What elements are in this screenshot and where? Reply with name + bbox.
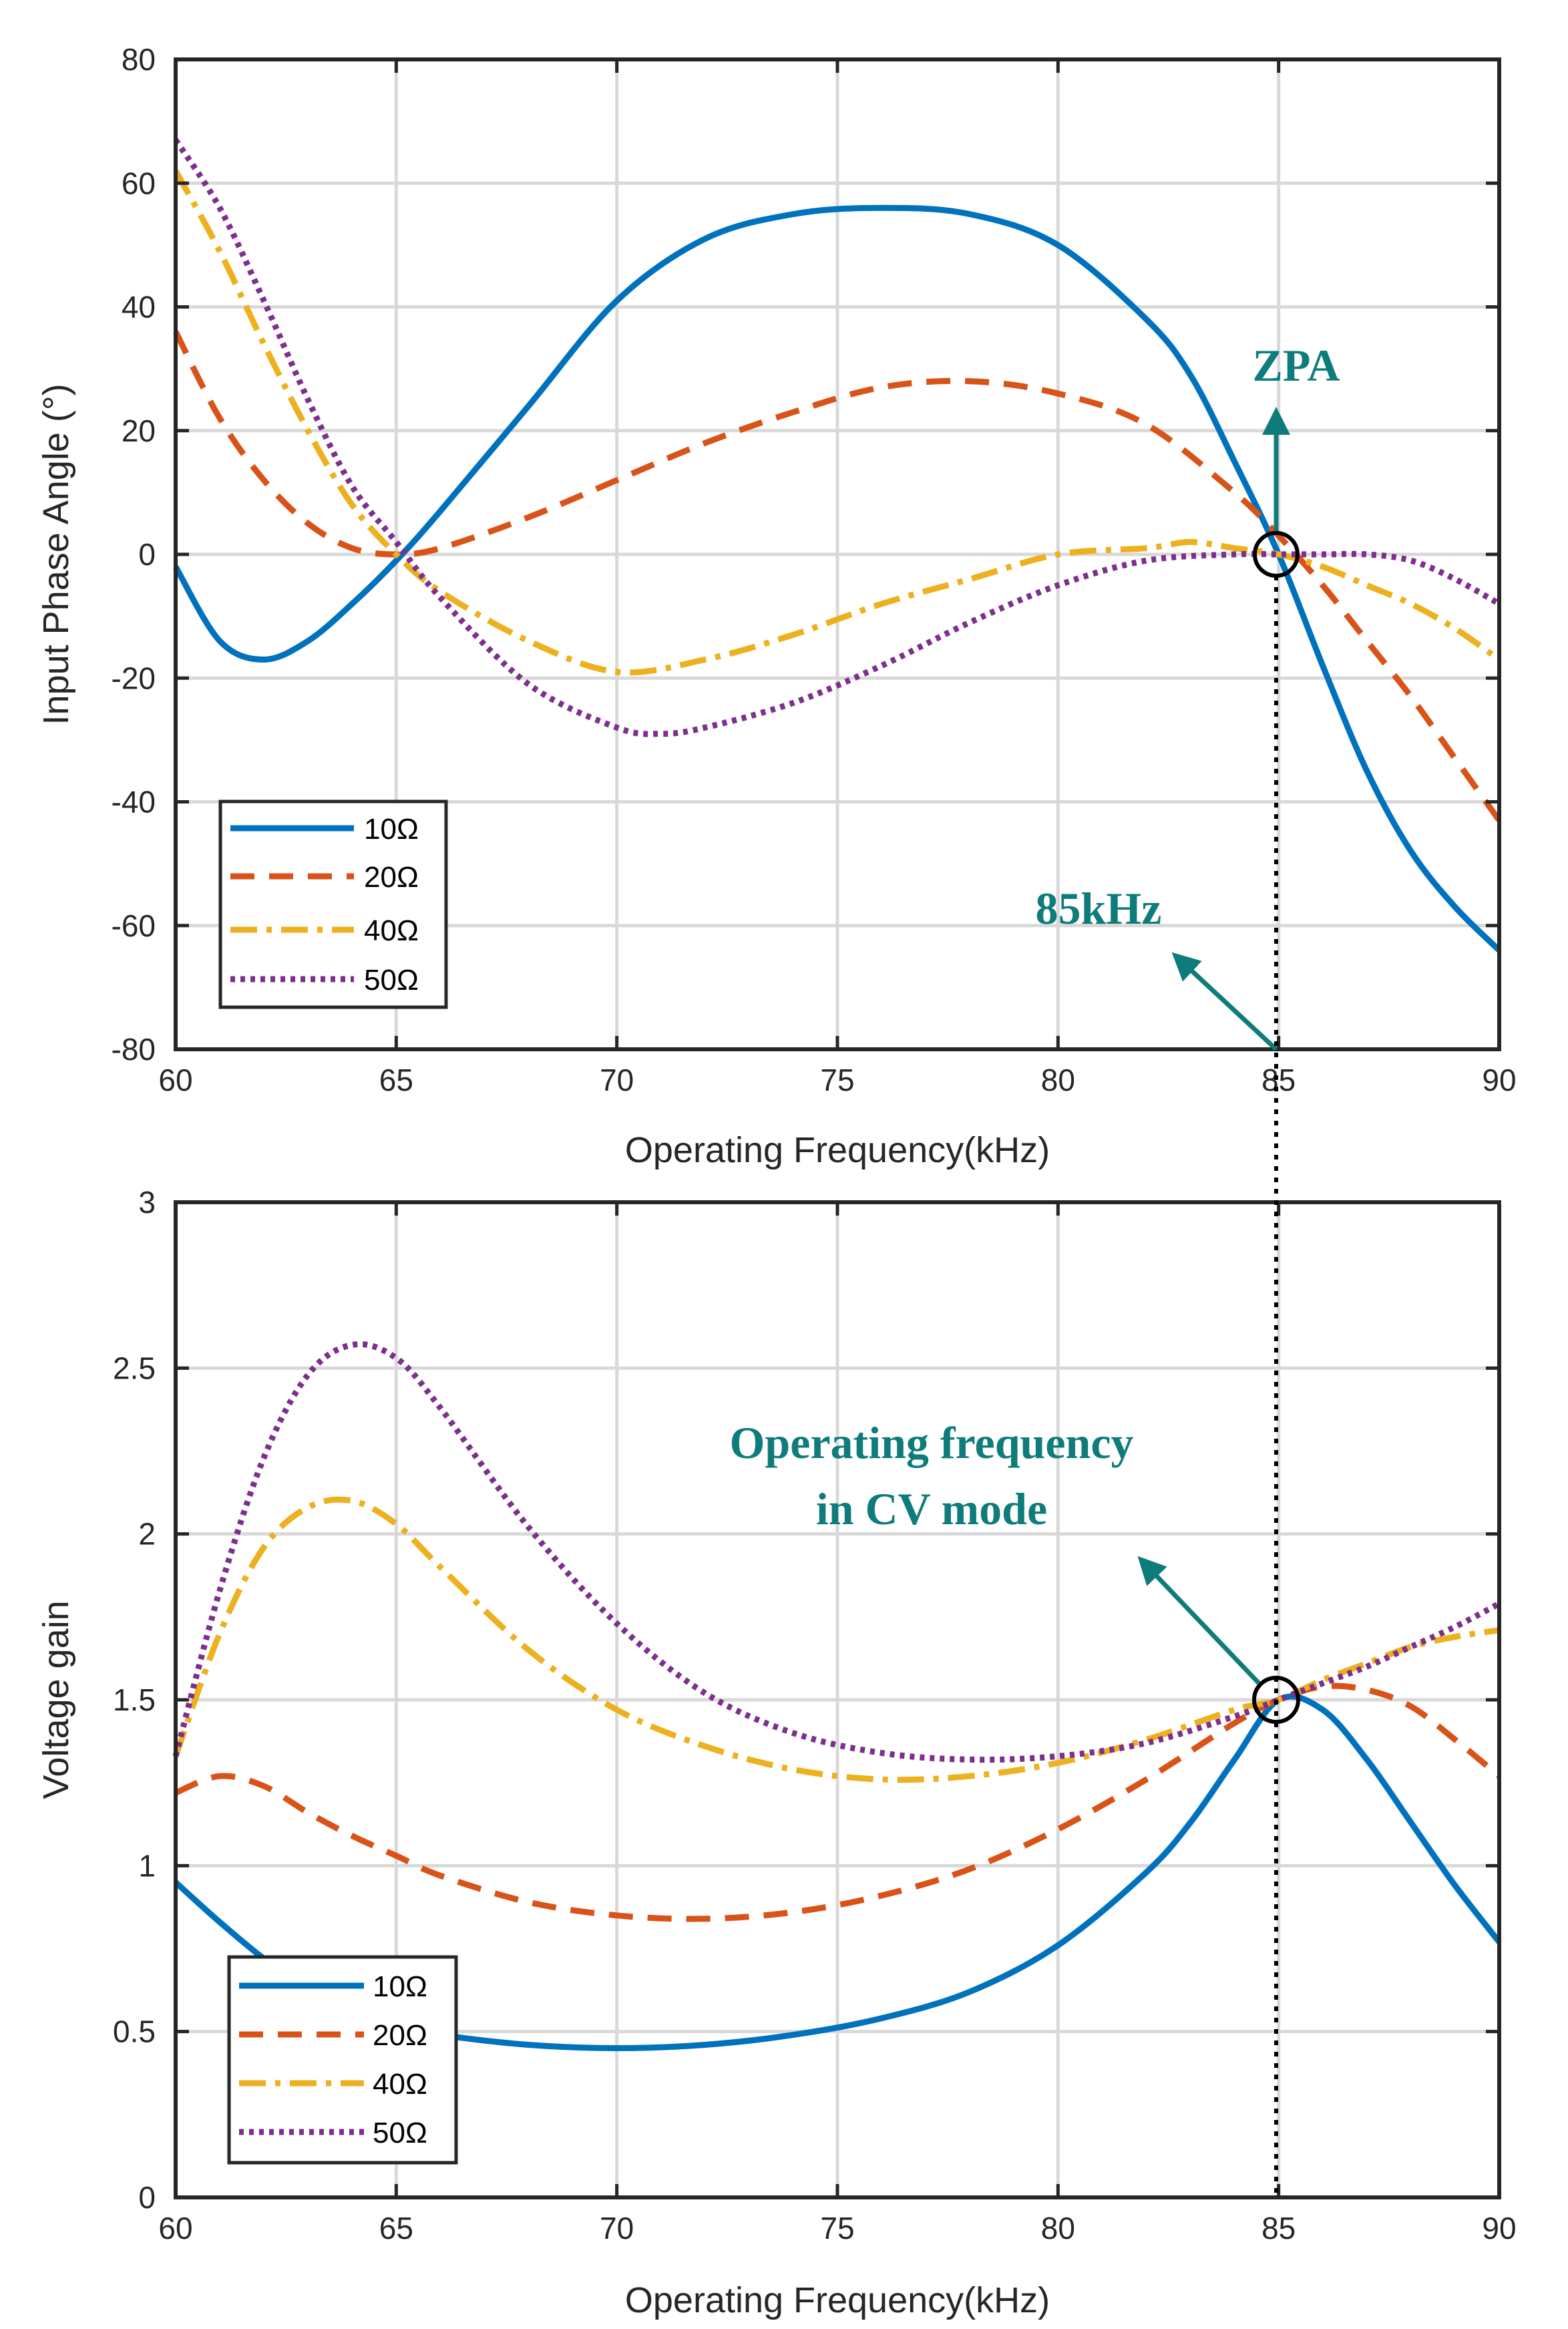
phase-series-line-10Ω [173, 204, 1502, 953]
gain-series-line-50Ω [172, 1341, 1501, 1763]
phase-legend-label-10: 10Ω [364, 813, 419, 846]
gain-legend-box [227, 1955, 458, 2165]
freq-label: 85kHz [1036, 883, 1162, 934]
phase-xtick-label: 80 [1041, 1063, 1075, 1097]
phase-xtick-label: 75 [820, 1063, 854, 1097]
gain-ytick-label: 1 [138, 1848, 156, 1883]
gain-ytick-label: 3 [138, 1185, 156, 1220]
phase-ytick-label: 60 [122, 166, 156, 200]
phase-ytick-label: 80 [122, 42, 156, 77]
gain-ylabel: Voltage gain [36, 1600, 76, 1799]
phase-ytick-label: 0 [138, 537, 156, 572]
gain-xtick-label: 75 [820, 2211, 854, 2246]
freq-arrow [1171, 952, 1278, 1051]
cv-label-line-2: in CV mode [816, 1483, 1047, 1534]
gain-ticks: 60 65 70 75 80 85 90 0 0.5 1 1.5 2 2.5 3 [113, 1185, 1517, 2246]
phase-ytick-label: 20 [122, 413, 156, 448]
gain-series-line-20Ω [174, 1682, 1501, 1922]
gain-xtick-label: 70 [600, 2211, 634, 2246]
gain-ytick-label: 0 [138, 2180, 156, 2215]
gain-xtick-label: 65 [379, 2211, 413, 2246]
gain-ytick-label: 1.5 [113, 1682, 156, 1717]
phase-ytick-label: 40 [122, 290, 156, 325]
phase-ytick-label: -60 [112, 908, 156, 943]
phase-chart: 60 65 70 75 80 85 90 -80 -60 -40 -20 0 20 40 60 80 Oper… [36, 42, 1517, 1170]
phase-xtick-label: 60 [158, 1063, 192, 1097]
phase-xtick-label: 70 [600, 1063, 634, 1097]
gain-chart: 60 65 70 75 80 85 90 0 0.5 1 1.5 2 2.5 3 Operating Fr… [36, 1185, 1517, 2320]
phase-legend-label-40: 40Ω [364, 914, 419, 947]
gain-legend-label-20: 20Ω [373, 2019, 427, 2052]
phase-series [172, 138, 1502, 953]
gain-series-line-40Ω [172, 1496, 1500, 1783]
gain-xtick-label: 60 [158, 2211, 192, 2246]
phase-xtick-label: 65 [379, 1063, 413, 1097]
gain-legend-label-10: 10Ω [373, 1970, 427, 2003]
gain-xlabel: Operating Frequency(kHz) [625, 2280, 1050, 2320]
gain-legend: 10Ω 20Ω 40Ω 50Ω [227, 1955, 458, 2165]
cv-label-line-1: Operating frequency [729, 1417, 1133, 1468]
phase-ytick-label: -20 [112, 661, 156, 695]
phase-series-line-20Ω [172, 330, 1502, 822]
phase-legend-label-20: 20Ω [364, 861, 419, 894]
phase-legend-label-50: 50Ω [364, 964, 419, 997]
zpa-label: ZPA [1253, 340, 1340, 391]
gain-xtick-label: 80 [1041, 2211, 1075, 2246]
gain-legend-label-40: 40Ω [373, 2068, 427, 2101]
phase-ticks: 60 65 70 75 80 85 90 -80 -60 -40 -20 0 20 40 60 80 [112, 42, 1517, 1097]
gain-xtick-label: 90 [1482, 2211, 1516, 2246]
phase-ytick-label: -40 [112, 785, 156, 820]
gain-ytick-label: 2.5 [113, 1351, 156, 1385]
gain-legend-label-50: 50Ω [373, 2117, 427, 2149]
cv-arrow [1137, 1556, 1261, 1685]
phase-ylabel: Input Phase Angle (°) [36, 384, 76, 725]
phase-xtick-label: 90 [1482, 1063, 1516, 1097]
phase-series-line-40Ω [173, 169, 1501, 676]
phase-legend-box [218, 799, 448, 1009]
phase-legend: 10Ω 20Ω 40Ω 50Ω [218, 799, 448, 1009]
gain-ytick-label: 2 [138, 1517, 156, 1552]
gain-xtick-label: 85 [1261, 2211, 1296, 2246]
gain-ytick-label: 0.5 [113, 2014, 156, 2049]
phase-xlabel: Operating Frequency(kHz) [625, 1130, 1050, 1170]
phase-xtick-label: 85 [1261, 1063, 1296, 1097]
phase-series-line-50Ω [173, 138, 1501, 737]
phase-ytick-label: -80 [112, 1032, 156, 1067]
